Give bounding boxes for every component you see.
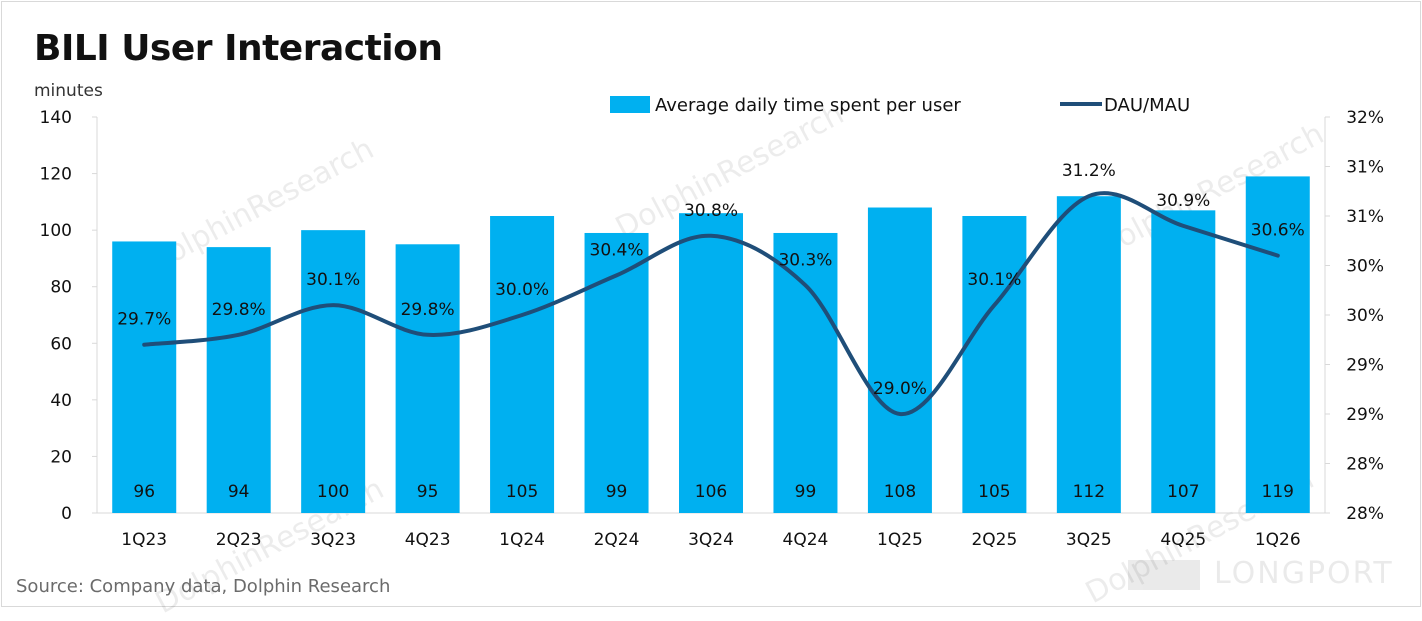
x-tick-label: 2Q23 xyxy=(216,530,262,550)
y2-tick-label: 29% xyxy=(1346,356,1384,376)
line-value-label: 30.8% xyxy=(684,201,738,221)
x-tick-label: 1Q25 xyxy=(877,530,923,550)
bar xyxy=(679,213,743,513)
bar xyxy=(1151,210,1215,513)
bar xyxy=(396,244,460,513)
legend-bar-swatch xyxy=(610,96,650,113)
line-value-label: 30.1% xyxy=(306,270,360,290)
bar-value-label: 99 xyxy=(795,482,817,502)
legend: Average daily time spent per user DAU/MA… xyxy=(610,95,1190,116)
bar-value-label: 100 xyxy=(317,482,349,502)
y2-tick-label: 31% xyxy=(1346,207,1384,227)
bar-value-label: 95 xyxy=(417,482,439,502)
y2-tick-label: 29% xyxy=(1346,405,1384,425)
y2-tick-label: 28% xyxy=(1346,504,1384,524)
bar xyxy=(868,208,932,513)
y-tick-label: 60 xyxy=(50,334,72,354)
x-tick-label: 3Q23 xyxy=(310,530,356,550)
bar-value-label: 108 xyxy=(884,482,916,502)
x-tick-label: 4Q24 xyxy=(783,530,829,550)
y-tick-label: 120 xyxy=(40,165,72,185)
bar-value-label: 105 xyxy=(978,482,1010,502)
y2-tick-label: 28% xyxy=(1346,455,1384,475)
bar-value-label: 106 xyxy=(695,482,727,502)
line-value-label: 29.8% xyxy=(212,300,266,320)
bar xyxy=(962,216,1026,513)
bar-value-label: 105 xyxy=(506,482,538,502)
line-value-label: 30.3% xyxy=(778,250,832,270)
y-tick-label: 0 xyxy=(61,504,72,524)
chart-svg: minutes 0 20 40 60 80 100 120 140 28% 28% 29% 29% 30… xyxy=(0,0,1422,608)
legend-bar-label: Average daily time spent per user xyxy=(655,95,961,116)
line-value-label: 30.1% xyxy=(967,270,1021,290)
y2-tick-label: 32% xyxy=(1346,108,1384,128)
y-tick-label: 140 xyxy=(40,108,72,128)
watermark-longport-text: LONGPORT xyxy=(1214,556,1394,591)
y2-tick-label: 31% xyxy=(1346,158,1384,178)
x-tick-label: 4Q25 xyxy=(1160,530,1206,550)
line-value-label: 30.4% xyxy=(590,240,644,260)
x-tick-label: 1Q24 xyxy=(499,530,545,550)
y-tick-label: 100 xyxy=(40,221,72,241)
longport-logo-icon xyxy=(1128,560,1200,590)
x-tick-label: 3Q24 xyxy=(688,530,734,550)
bar-series: 96 94 100 95 105 99 106 99 108 105 112 107 119 xyxy=(112,176,1310,513)
source-note: Source: Company data, Dolphin Research xyxy=(16,576,390,597)
line-value-label: 29.7% xyxy=(117,310,171,330)
bar xyxy=(490,216,554,513)
bar-value-label: 96 xyxy=(133,482,155,502)
x-tick-label: 3Q25 xyxy=(1066,530,1112,550)
y-tick-label: 20 xyxy=(50,447,72,467)
bar-value-label: 119 xyxy=(1262,482,1294,502)
y-tick-label: 80 xyxy=(50,278,72,298)
x-tick-label: 1Q23 xyxy=(121,530,167,550)
y-tick-label: 40 xyxy=(50,391,72,411)
legend-line-label: DAU/MAU xyxy=(1104,95,1190,116)
bar-value-label: 112 xyxy=(1073,482,1105,502)
y-axis-label: minutes xyxy=(34,81,103,101)
line-value-label: 31.2% xyxy=(1062,161,1116,181)
line-value-label: 29.8% xyxy=(401,300,455,320)
x-tick-label: 2Q24 xyxy=(594,530,640,550)
bar xyxy=(207,247,271,513)
line-value-label: 30.6% xyxy=(1251,221,1305,241)
bar xyxy=(112,241,176,513)
line-value-label: 30.0% xyxy=(495,280,549,300)
bar-value-label: 107 xyxy=(1167,482,1199,502)
y2-tick-label: 30% xyxy=(1346,306,1384,326)
bar-value-label: 99 xyxy=(606,482,628,502)
bar xyxy=(773,233,837,513)
line-value-label: 29.0% xyxy=(873,379,927,399)
y2-tick-label: 30% xyxy=(1346,257,1384,277)
x-tick-label: 4Q23 xyxy=(405,530,451,550)
x-tick-label: 1Q26 xyxy=(1255,530,1301,550)
watermark-longport: LONGPORT xyxy=(1128,556,1394,591)
x-tick-label: 2Q25 xyxy=(971,530,1017,550)
line-value-label: 30.9% xyxy=(1156,191,1210,211)
bar-value-label: 94 xyxy=(228,482,250,502)
bar xyxy=(1057,196,1121,513)
